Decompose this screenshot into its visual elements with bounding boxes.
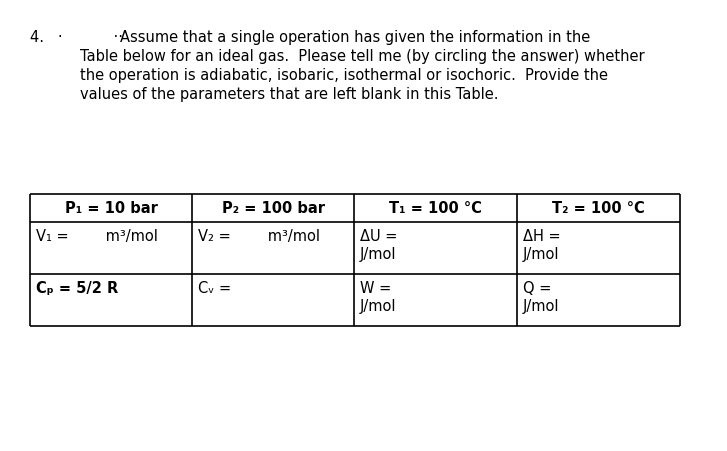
Text: Q =: Q = xyxy=(523,281,551,295)
Text: J/mol: J/mol xyxy=(523,299,560,313)
Text: J/mol: J/mol xyxy=(360,246,396,262)
Text: the operation is adiabatic, isobaric, isothermal or isochoric.  Provide the: the operation is adiabatic, isobaric, is… xyxy=(80,68,608,83)
Text: Cₚ = 5/2 R: Cₚ = 5/2 R xyxy=(36,281,119,295)
Text: P₂ = 100 bar: P₂ = 100 bar xyxy=(222,201,324,216)
Text: Table below for an ideal gas.  Please tell me (by circling the answer) whether: Table below for an ideal gas. Please tel… xyxy=(80,49,645,64)
Text: ΔH =: ΔH = xyxy=(523,229,561,244)
Text: ΔU =: ΔU = xyxy=(360,229,398,244)
Text: V₁ =        m³/mol: V₁ = m³/mol xyxy=(36,229,158,244)
Text: V₂ =        m³/mol: V₂ = m³/mol xyxy=(198,229,320,244)
Text: 4.   ·           ··: 4. · ·· xyxy=(30,30,123,45)
Text: W =: W = xyxy=(360,281,391,295)
Text: T₁ = 100 °C: T₁ = 100 °C xyxy=(389,201,482,216)
Text: values of the parameters that are left blank in this Table.: values of the parameters that are left b… xyxy=(80,87,499,102)
Text: J/mol: J/mol xyxy=(523,246,560,262)
Text: T₂ = 100 °C: T₂ = 100 °C xyxy=(552,201,645,216)
Text: P₁ = 10 bar: P₁ = 10 bar xyxy=(65,201,158,216)
Text: Cᵥ =: Cᵥ = xyxy=(198,281,231,295)
Text: J/mol: J/mol xyxy=(360,299,396,313)
Text: Assume that a single operation has given the information in the: Assume that a single operation has given… xyxy=(120,30,590,45)
